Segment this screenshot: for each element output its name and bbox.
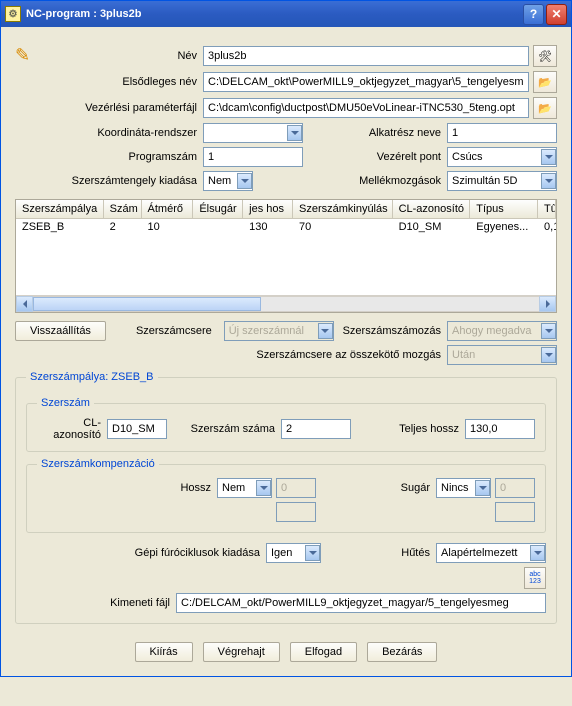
label-gepifuro: Gépi fúróciklusok kiadása — [26, 547, 266, 559]
sugar-dropdown[interactable]: Nincs — [436, 478, 491, 498]
szerszamszamozas-dropdown: Ahogy megadva — [447, 321, 557, 341]
column-header[interactable]: jes hos — [243, 200, 293, 218]
table-cell: ZSEB_B — [16, 219, 104, 235]
table-cell: 70 — [293, 219, 393, 235]
label-clazonosito: CL-azonosító — [37, 417, 107, 441]
label-szerszamcsere-osszekoto: Szerszámcsere az összekötő mozgás — [15, 349, 447, 361]
label-hutes: Hűtés — [321, 547, 436, 559]
szerszam-legend: Szerszám — [37, 397, 94, 409]
kompenzacio-legend: Szerszámkompenzáció — [37, 458, 159, 470]
bezaras-button[interactable]: Bezárás — [367, 642, 437, 662]
kompenzacio-fieldset: Szerszámkompenzáció Hossz Nem Sugár Ninc… — [26, 458, 546, 533]
label-nev: Név — [35, 50, 203, 62]
h-scrollbar[interactable] — [16, 295, 556, 312]
label-kimenetifajl: Kimeneti fájl — [26, 597, 176, 609]
hossz-dropdown[interactable]: Nem — [217, 478, 272, 498]
hossz-value — [276, 478, 316, 498]
programszam-input[interactable] — [203, 147, 303, 167]
label-koordinata: Koordináta-rendszer — [15, 127, 203, 139]
kiiras-button[interactable]: Kiírás — [135, 642, 193, 662]
table-cell: 130 — [243, 219, 293, 235]
label-sugar: Sugár — [316, 482, 436, 494]
browse-icon-1[interactable]: 📂 — [533, 71, 557, 93]
label-elsodleges: Elsődleges név — [15, 76, 203, 88]
elfogad-button[interactable]: Elfogad — [290, 642, 357, 662]
table-row[interactable]: ZSEB_B210 13070D10_SMEgyenes...0,1 — [16, 219, 556, 235]
visszaallitas-button[interactable]: Visszaállítás — [15, 321, 106, 341]
help-button[interactable]: ? — [523, 4, 544, 25]
abc123-icon[interactable]: abc123 — [524, 567, 546, 589]
gepifuro-dropdown[interactable]: Igen — [266, 543, 321, 563]
column-header[interactable]: Szerszámkinyúlás — [293, 200, 393, 218]
column-header[interactable]: CL-azonosító — [393, 200, 471, 218]
browse-icon-2[interactable]: 📂 — [533, 97, 557, 119]
szerszampalya-legend: Szerszámpálya: ZSEB_B — [26, 371, 158, 383]
table-cell: 0,1 — [538, 219, 556, 235]
window-title: NC-program : 3plus2b — [26, 8, 142, 20]
label-alkatresz: Alkatrész neve — [303, 127, 447, 139]
column-header[interactable]: Élsugár — [193, 200, 243, 218]
scroll-thumb[interactable] — [33, 297, 261, 311]
hutes-dropdown[interactable]: Alapértelmezett — [436, 543, 546, 563]
label-vezerelt: Vezérelt pont — [303, 151, 447, 163]
titlebar[interactable]: ⚙ NC-program : 3plus2b ? ✕ — [1, 1, 571, 27]
mellekmozg-dropdown[interactable]: Szimultán 5D — [447, 171, 557, 191]
label-programszam: Programszám — [15, 151, 203, 163]
label-szerszamtengely: Szerszámtengely kiadása — [15, 175, 203, 187]
table-cell: 10 — [142, 219, 194, 235]
clazonosito-input[interactable] — [107, 419, 167, 439]
vezerelt-dropdown[interactable]: Csúcs — [447, 147, 557, 167]
alkatresz-input[interactable] — [447, 123, 557, 143]
table-cell: 2 — [104, 219, 142, 235]
scroll-right-button[interactable] — [539, 296, 556, 312]
tool-icon-button[interactable]: 🛠 — [533, 45, 557, 67]
szerszam-fieldset: Szerszám CL-azonosító Szerszám száma Tel… — [26, 397, 546, 452]
szerszamszama-input[interactable] — [281, 419, 351, 439]
table-cell — [193, 219, 243, 235]
sugar-value2 — [495, 502, 535, 522]
label-szerszamszama: Szerszám száma — [167, 423, 281, 435]
toolpath-table: SzerszámpályaSzámÁtmérőÉlsugárjes hosSze… — [15, 199, 557, 313]
table-cell: Egyenes... — [470, 219, 538, 235]
vezerlesi-input[interactable] — [203, 98, 529, 118]
column-header[interactable]: Szerszámpálya — [16, 200, 104, 218]
label-vezerlesi: Vezérlési paraméterfájl — [15, 102, 203, 114]
elsodleges-input[interactable] — [203, 72, 529, 92]
nev-input[interactable] — [203, 46, 529, 66]
column-header[interactable]: Szám — [104, 200, 142, 218]
kimenetifajl-input[interactable] — [176, 593, 546, 613]
scroll-left-button[interactable] — [16, 296, 33, 312]
sugar-value — [495, 478, 535, 498]
szerszampalya-fieldset: Szerszámpálya: ZSEB_B Szerszám CL-azonos… — [15, 371, 557, 624]
label-teljeshossz: Teljes hossz — [351, 423, 465, 435]
label-szerszamszamozas: Szerszámszámozás — [334, 325, 447, 337]
label-szerszamcsere: Szerszámcsere — [106, 325, 218, 337]
label-mellekmozg: Mellékmozgások — [253, 175, 447, 187]
app-icon: ⚙ — [5, 6, 21, 22]
szerszamcsere-dropdown: Új szerszámnál — [224, 321, 334, 341]
hossz-value2 — [276, 502, 316, 522]
teljeshossz-input[interactable] — [465, 419, 535, 439]
szerszamcsere-osszekoto-dropdown: Után — [447, 345, 557, 365]
close-button[interactable]: ✕ — [546, 4, 567, 25]
nc-program-window: ⚙ NC-program : 3plus2b ? ✕ Név 🛠 Elsődle… — [0, 0, 572, 677]
column-header[interactable]: Típus — [470, 200, 538, 218]
vegrehajt-button[interactable]: Végrehajt — [203, 642, 280, 662]
szerszamtengely-dropdown[interactable]: Nem — [203, 171, 253, 191]
label-hossz: Hossz — [37, 482, 217, 494]
column-header[interactable]: Átmérő — [142, 200, 194, 218]
table-cell: D10_SM — [393, 219, 471, 235]
pencil-icon — [15, 45, 37, 67]
koordinata-dropdown[interactable] — [203, 123, 303, 143]
column-header[interactable]: Tű — [538, 200, 556, 218]
